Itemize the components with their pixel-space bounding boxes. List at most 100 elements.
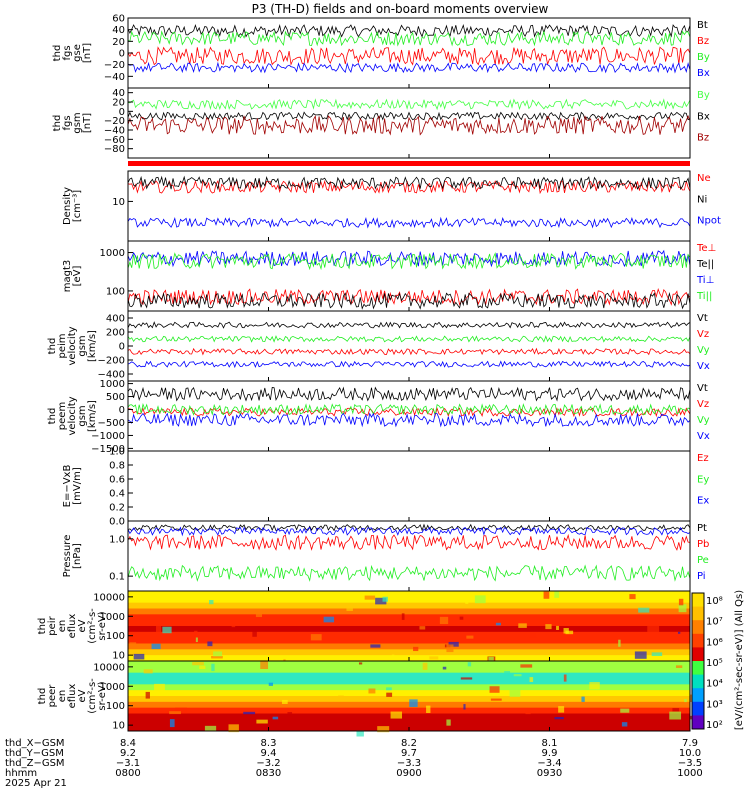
colorbar-tick-label: 10⁶ [706, 637, 723, 648]
y-tick-label: 40 [112, 88, 125, 99]
y-tick-label: 1000 [100, 612, 125, 623]
series-line-Bz [127, 46, 691, 66]
spectrogram-patch [439, 616, 449, 625]
spectrogram-patch [565, 630, 574, 635]
spectrogram-patch [252, 630, 257, 637]
legend-entry: Npot [697, 216, 721, 227]
spectrogram-patch [448, 641, 459, 647]
y-axis-label: thd [52, 45, 63, 62]
x-axis-labels: thd_X−GSM 8.4 8.3 8.2 8.1 7.9 thd_Y−GSM 9.2 9.4 9… [5, 738, 703, 789]
y-axis-label: eV [77, 619, 88, 632]
y-axis-label: (cm²-s- [87, 678, 98, 714]
spectrogram-patch [558, 706, 565, 713]
panel-frame [127, 380, 691, 452]
spectrogram-band [128, 719, 690, 726]
series-line-Bt [127, 23, 691, 39]
series-line-Pb [127, 533, 691, 551]
spectrogram-patch [422, 662, 428, 670]
legend-entry: Ne [697, 173, 711, 184]
spectrogram-band [128, 637, 690, 644]
spectrogram-patch [346, 604, 353, 611]
spectrogram-patch [467, 662, 472, 667]
series-line-Bx [127, 61, 691, 74]
panel-6: 1000 500 0 −500 −1000 −1500 thd peem velocity gsm… [47, 379, 710, 455]
status-bar [128, 161, 690, 166]
spectrogram-band [128, 614, 690, 621]
x-tick-label: 9.2 [120, 748, 136, 759]
legend-entry: Pi [697, 571, 706, 582]
legend-entry: By [697, 90, 710, 101]
spectrogram-patch [657, 716, 669, 722]
spectrogram-patch [488, 592, 496, 597]
spectrogram-patch [518, 623, 527, 628]
y-axis-label: peir [47, 615, 58, 635]
y-tick-label: 0.0 [109, 517, 125, 528]
spectrogram-patch [504, 671, 511, 678]
spectrogram-patch [634, 651, 647, 659]
colorbar-segment [692, 620, 704, 635]
y-tick-label: −80 [104, 144, 125, 155]
spectrogram-patch [543, 591, 550, 599]
y-axis-label: (cm²-s- [87, 608, 98, 644]
spectrogram-patch [209, 599, 214, 605]
spectrogram-patch [684, 699, 687, 703]
spectrogram-patch [495, 622, 501, 626]
x-tick-label: 8.4 [120, 738, 136, 749]
y-axis-label: thd [47, 338, 58, 355]
spectrogram-patch [509, 689, 521, 697]
y-axis-label: [eV] [72, 266, 83, 287]
legend-entry: Bt [697, 20, 708, 31]
y-tick-label: 10 [112, 651, 125, 662]
y-tick-label: 100 [106, 286, 125, 297]
colorbar-label: [eV/(cm²-sec-sr-eV)] (All Qs) [734, 590, 745, 730]
spectrogram-patch [213, 651, 223, 657]
y-axis-label: fgs [62, 45, 73, 60]
y-axis-label: [nT] [82, 113, 93, 133]
spectrogram-band [128, 678, 690, 685]
legend-entry: Vy [697, 415, 710, 426]
legend-entry: Pt [697, 523, 707, 534]
spectrogram-patch [413, 646, 419, 652]
colorbar-segment [692, 633, 704, 648]
y-axis-label: en [57, 620, 68, 633]
spectrogram-patch [446, 644, 454, 653]
series-line-Bx [127, 111, 691, 121]
series-line-Vz [127, 347, 691, 356]
y-axis-label: magt3 [62, 260, 73, 293]
legend-entry: Bx [697, 68, 710, 79]
spectrogram-patch [287, 712, 293, 720]
spectrogram-patch [356, 730, 364, 737]
legend-entry: Ni [697, 194, 707, 205]
colorbar-segment [692, 606, 704, 621]
spectrogram-patch [133, 653, 145, 660]
y-tick-label: 20 [112, 98, 125, 109]
spectrogram-patch [377, 726, 390, 733]
y-axis-label: peem [57, 402, 68, 430]
y-tick-label: −40 [104, 72, 125, 83]
y-axis-label: thd [47, 408, 58, 425]
spectrogram-patch [382, 596, 388, 602]
y-tick-label: 0.4 [109, 489, 125, 500]
plot-title: P3 (TH-D) fields and on-board moments ov… [252, 2, 549, 16]
spectrogram-patch [143, 669, 153, 674]
spectrogram-patch [368, 688, 376, 694]
legend-entry: Bz [697, 36, 709, 47]
y-tick-label: 10000 [93, 592, 125, 603]
y-tick-label: 100 [106, 701, 125, 712]
spectrogram-patch [231, 623, 236, 628]
series-line-Bz [127, 114, 691, 136]
x-tick-label: −3.4 [537, 758, 561, 769]
series-line-Pi [127, 526, 691, 537]
spectrogram-band [128, 596, 690, 604]
legend-entry: Vx [697, 431, 710, 442]
x-tick-label: 0830 [256, 768, 281, 779]
spectrogram-patch [463, 704, 466, 710]
spectrogram-patch [175, 707, 187, 714]
y-axis-label: E=−VxB [62, 465, 73, 508]
spectrogram-patch [520, 664, 533, 668]
spectrogram-patch [525, 709, 531, 715]
spectrogram-patch [260, 661, 269, 670]
y-tick-label: 0 [119, 342, 125, 353]
spectrogram-patch [268, 682, 273, 686]
